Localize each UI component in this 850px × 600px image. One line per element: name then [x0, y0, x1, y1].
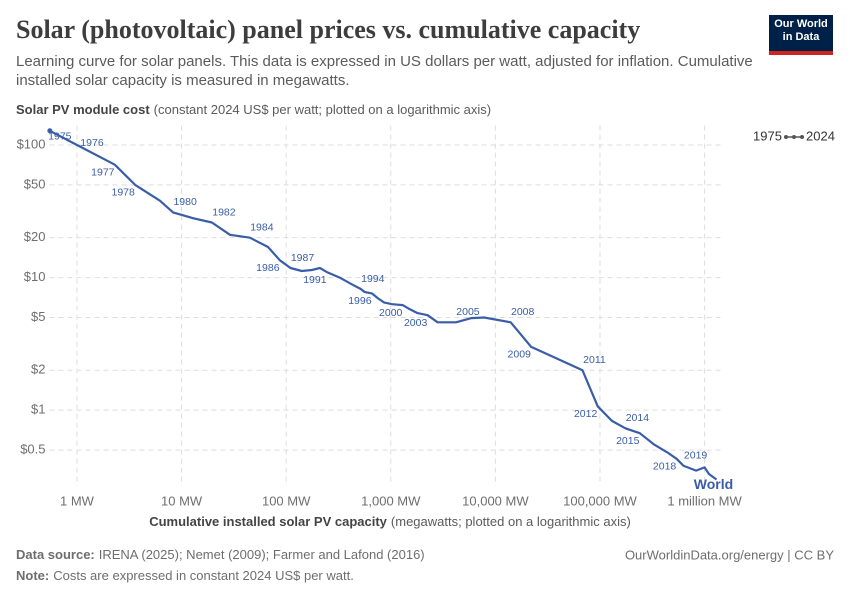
time-dot: [800, 135, 804, 139]
x-tick-label: 100,000 MW: [563, 493, 637, 508]
time-dot: [792, 135, 796, 139]
point-label: 2009: [508, 349, 532, 361]
point-label: 2003: [404, 317, 428, 329]
x-tick-label: 1,000 MW: [361, 493, 421, 508]
y-tick-label: $50: [24, 176, 46, 191]
time-dot: [784, 135, 788, 139]
point-label: 2012: [574, 408, 598, 420]
x-tick-label: 1 million MW: [667, 493, 742, 508]
point-label: 2008: [511, 306, 535, 318]
y-tick-label: $0.5: [20, 442, 45, 457]
y-axis-title-detail: (constant 2024 US$ per watt; plotted on …: [154, 102, 491, 117]
logo[interactable]: Our World in Data: [769, 15, 833, 55]
start-point: [47, 128, 53, 134]
point-label: 2011: [583, 354, 606, 366]
y-tick-label: $2: [31, 362, 45, 377]
point-label: 1980: [173, 196, 197, 208]
point-label: 2019: [684, 450, 708, 462]
point-label: 1975: [48, 131, 72, 143]
source-text: IRENA (2025); Nemet (2009); Farmer and L…: [99, 547, 425, 562]
source: Data source: IRENA (2025); Nemet (2009); …: [16, 547, 425, 562]
x-tick-label: 10 MW: [161, 493, 203, 508]
y-axis-title: Solar PV module cost (constant 2024 US$ p…: [16, 102, 491, 117]
x-axis-title: Cumulative installed solar PV capacity (m…: [149, 514, 631, 529]
data-line[interactable]: [49, 129, 718, 481]
point-label: 1996: [348, 295, 372, 307]
point-label: 1982: [212, 206, 236, 218]
y-tick-label: $1: [31, 402, 45, 417]
point-label: 1994: [361, 273, 385, 285]
point-label: 1978: [111, 187, 135, 199]
note-label: Note:: [16, 568, 49, 583]
note: Note: Costs are expressed in constant 202…: [16, 568, 354, 583]
credit[interactable]: OurWorldinData.org/energy | CC BY: [625, 547, 834, 562]
y-tick-label: $10: [24, 269, 46, 284]
point-label: 2014: [626, 412, 650, 424]
point-label: 1977: [91, 166, 115, 178]
time-end[interactable]: 2024: [806, 128, 835, 143]
x-tick-label: 1 MW: [60, 493, 95, 508]
chart-title: Solar (photovoltaic) panel prices vs. cu…: [16, 15, 640, 44]
point-label: 2015: [616, 435, 640, 447]
note-text: Costs are expressed in constant 2024 US$…: [53, 568, 354, 583]
series-label[interactable]: World: [694, 476, 733, 492]
point-label: 2005: [456, 306, 480, 318]
y-tick-label: $100: [17, 136, 46, 151]
x-axis-title-detail: (megawatts; plotted on a logarithmic axi…: [391, 514, 631, 529]
y-axis-title-main: Solar PV module cost: [16, 102, 150, 117]
y-tick-label: $20: [24, 229, 46, 244]
source-label: Data source:: [16, 547, 95, 562]
point-label: 2000: [379, 307, 403, 319]
point-label: 1986: [256, 262, 280, 274]
point-label: 1984: [250, 221, 274, 233]
y-tick-label: $5: [31, 309, 45, 324]
time-start[interactable]: 1975: [753, 128, 782, 143]
point-label: 1987: [291, 252, 315, 264]
x-tick-label: 10,000 MW: [462, 493, 529, 508]
point-label: 1991: [303, 274, 327, 286]
point-label: 1976: [80, 137, 104, 149]
point-label: 2018: [653, 461, 677, 473]
subtitle: Learning curve for solar panels. This da…: [16, 53, 753, 89]
time-range[interactable]: 1975 2024: [753, 128, 835, 143]
x-tick-label: 100 MW: [262, 493, 311, 508]
x-axis-title-main: Cumulative installed solar PV capacity: [149, 514, 387, 529]
grid: [49, 125, 723, 486]
